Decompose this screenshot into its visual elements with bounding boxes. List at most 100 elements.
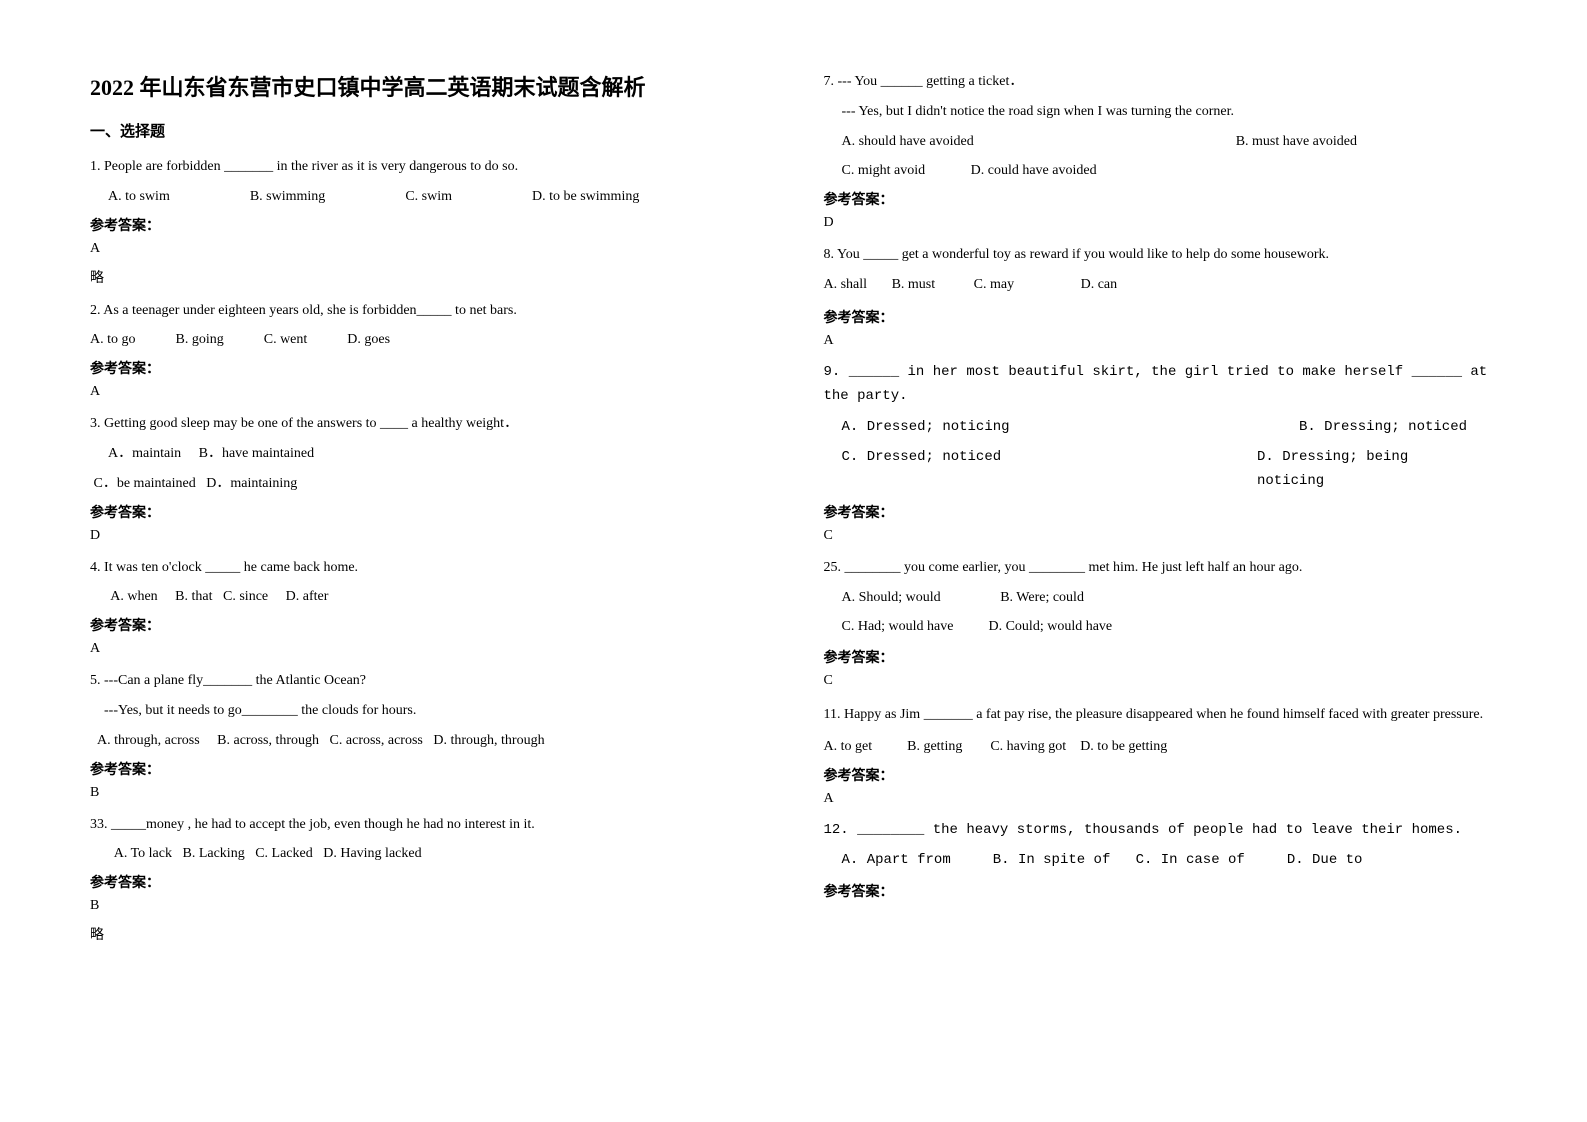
q2-options: A. to go B. going C. went D. goes — [90, 328, 764, 352]
q10-answer-label: 参考答案： — [824, 647, 1498, 667]
q5-c: C. across, across — [330, 733, 423, 748]
q2-c: C. went — [264, 328, 308, 352]
q1-d: D. to be swimming — [532, 185, 639, 209]
q10-b: B. Were; could — [1000, 590, 1084, 605]
question-10: 25. ________ you come earlier, you _____… — [824, 556, 1498, 689]
q8-b: B. must — [892, 277, 936, 292]
q5-answer: B — [90, 785, 764, 801]
q11-b: B. getting — [907, 739, 962, 754]
question-12: 12. ________ the heavy storms, thousands… — [824, 819, 1498, 901]
q7-opts-row2: C. might avoid D. could have avoided — [824, 159, 1498, 183]
q11-options: A. to get B. getting C. having got D. to… — [824, 735, 1498, 759]
question-4: 4. It was ten o'clock _____ he came back… — [90, 556, 764, 658]
question-9: 9. ______ in her most beautiful skirt, t… — [824, 361, 1498, 544]
q4-answer: A — [90, 641, 764, 657]
q9-answer: C — [824, 528, 1498, 544]
q11-c: C. having got — [990, 739, 1066, 754]
q3-c: C．be maintained — [94, 476, 196, 491]
q9-opts-row1: A. Dressed; noticing B. Dressing; notice… — [824, 416, 1498, 440]
q12-options: A. Apart from B. In spite of C. In case … — [824, 849, 1498, 873]
q6-answer: B — [90, 898, 764, 914]
q12-a: A. Apart from — [842, 852, 951, 868]
q1-b: B. swimming — [250, 185, 325, 209]
q4-c: C. since — [223, 589, 268, 604]
q7-opts-row1: A. should have avoided B. must have avoi… — [824, 130, 1498, 154]
q10-d: D. Could; would have — [988, 619, 1112, 634]
q3-answer-label: 参考答案： — [90, 502, 764, 522]
q3-d: D．maintaining — [206, 476, 297, 491]
q12-text: 12. ________ the heavy storms, thousands… — [824, 819, 1498, 843]
q5-line1: 5. ---Can a plane fly_______ the Atlanti… — [90, 669, 764, 693]
q1-answer: A — [90, 241, 764, 257]
q5-answer-label: 参考答案： — [90, 759, 764, 779]
q6-omit: 略 — [90, 924, 764, 944]
q12-c: C. In case of — [1136, 852, 1245, 868]
q6-d: D. Having lacked — [323, 846, 421, 861]
q10-opts-row2: C. Had; would have D. Could; would have — [824, 615, 1498, 639]
q5-d: D. through, through — [433, 733, 544, 748]
q7-answer-label: 参考答案： — [824, 189, 1498, 209]
q1-omit: 略 — [90, 267, 764, 287]
q6-options: A. To lack B. Lacking C. Lacked D. Havin… — [90, 842, 764, 866]
q12-answer-label: 参考答案： — [824, 881, 1498, 901]
q7-c: C. might avoid — [842, 163, 926, 178]
q7-b: B. must have avoided — [1236, 130, 1357, 154]
q8-a: A. shall — [824, 277, 868, 292]
q10-c: C. Had; would have — [842, 619, 954, 634]
q5-options: A. through, across B. across, through C.… — [90, 729, 764, 753]
q7-d: D. could have avoided — [971, 163, 1097, 178]
page: 2022 年山东省东营市史口镇中学高二英语期末试题含解析 一、选择题 1. Pe… — [90, 70, 1497, 956]
q6-a: A. To lack — [114, 846, 172, 861]
q2-answer-label: 参考答案： — [90, 358, 764, 378]
q9-b: B. Dressing; noticed — [1299, 416, 1467, 440]
q9-a: A. Dressed; noticing — [842, 416, 1010, 440]
q3-opts-row2: C．be maintained D．maintaining — [90, 472, 764, 496]
q3-answer: D — [90, 528, 764, 544]
left-column: 2022 年山东省东营市史口镇中学高二英语期末试题含解析 一、选择题 1. Pe… — [90, 70, 764, 956]
q12-d: D. Due to — [1287, 852, 1363, 868]
q4-text: 4. It was ten o'clock _____ he came back… — [90, 556, 764, 580]
q2-text: 2. As a teenager under eighteen years ol… — [90, 299, 764, 323]
section-heading: 一、选择题 — [90, 120, 764, 141]
q4-d: D. after — [286, 589, 329, 604]
q11-text: 11. Happy as Jim _______ a fat pay rise,… — [824, 701, 1498, 729]
q8-answer: A — [824, 333, 1498, 349]
question-2: 2. As a teenager under eighteen years ol… — [90, 299, 764, 401]
question-3: 3. Getting good sleep may be one of the … — [90, 412, 764, 543]
q4-answer-label: 参考答案： — [90, 615, 764, 635]
q7-a: A. should have avoided — [842, 130, 974, 154]
q12-b: B. In spite of — [993, 852, 1111, 868]
q11-answer: A — [824, 791, 1498, 807]
q3-opts-row1: A．maintain B．have maintained — [90, 442, 764, 466]
q5-b: B. across, through — [217, 733, 319, 748]
q10-answer: C — [824, 673, 1498, 689]
q8-text: 8. You _____ get a wonderful toy as rewa… — [824, 243, 1498, 267]
q2-d: D. goes — [347, 328, 390, 352]
q7-line1: 7. --- You ______ getting a ticket． — [824, 70, 1498, 94]
q8-answer-label: 参考答案： — [824, 307, 1498, 327]
q6-text: 33. _____money , he had to accept the jo… — [90, 813, 764, 837]
q11-a: A. to get — [824, 739, 873, 754]
q7-line2: --- Yes, but I didn't notice the road si… — [824, 100, 1498, 124]
question-8: 8. You _____ get a wonderful toy as rewa… — [824, 243, 1498, 349]
q6-answer-label: 参考答案： — [90, 872, 764, 892]
q10-opts-row1: A. Should; would B. Were; could — [824, 586, 1498, 610]
q1-c: C. swim — [405, 185, 452, 209]
q1-answer-label: 参考答案： — [90, 215, 764, 235]
q1-options: A. to swim B. swimming C. swim D. to be … — [90, 185, 764, 209]
q4-a: A. when — [110, 589, 157, 604]
q3-b: B．have maintained — [199, 446, 314, 461]
q10-a: A. Should; would — [842, 590, 941, 605]
q9-d: D. Dressing; being noticing — [1257, 446, 1467, 494]
q2-a: A. to go — [90, 328, 136, 352]
q2-b: B. going — [176, 328, 224, 352]
q3-text: 3. Getting good sleep may be one of the … — [90, 412, 764, 436]
q2-answer: A — [90, 384, 764, 400]
q8-c: C. may — [974, 277, 1014, 292]
q6-b: B. Lacking — [182, 846, 244, 861]
q9-opts-row2: C. Dressed; noticed D. Dressing; being n… — [824, 446, 1498, 494]
question-11: 11. Happy as Jim _______ a fat pay rise,… — [824, 701, 1498, 807]
q9-c: C. Dressed; noticed — [842, 446, 1002, 494]
q8-d: D. can — [1081, 277, 1118, 292]
q11-d: D. to be getting — [1080, 739, 1167, 754]
